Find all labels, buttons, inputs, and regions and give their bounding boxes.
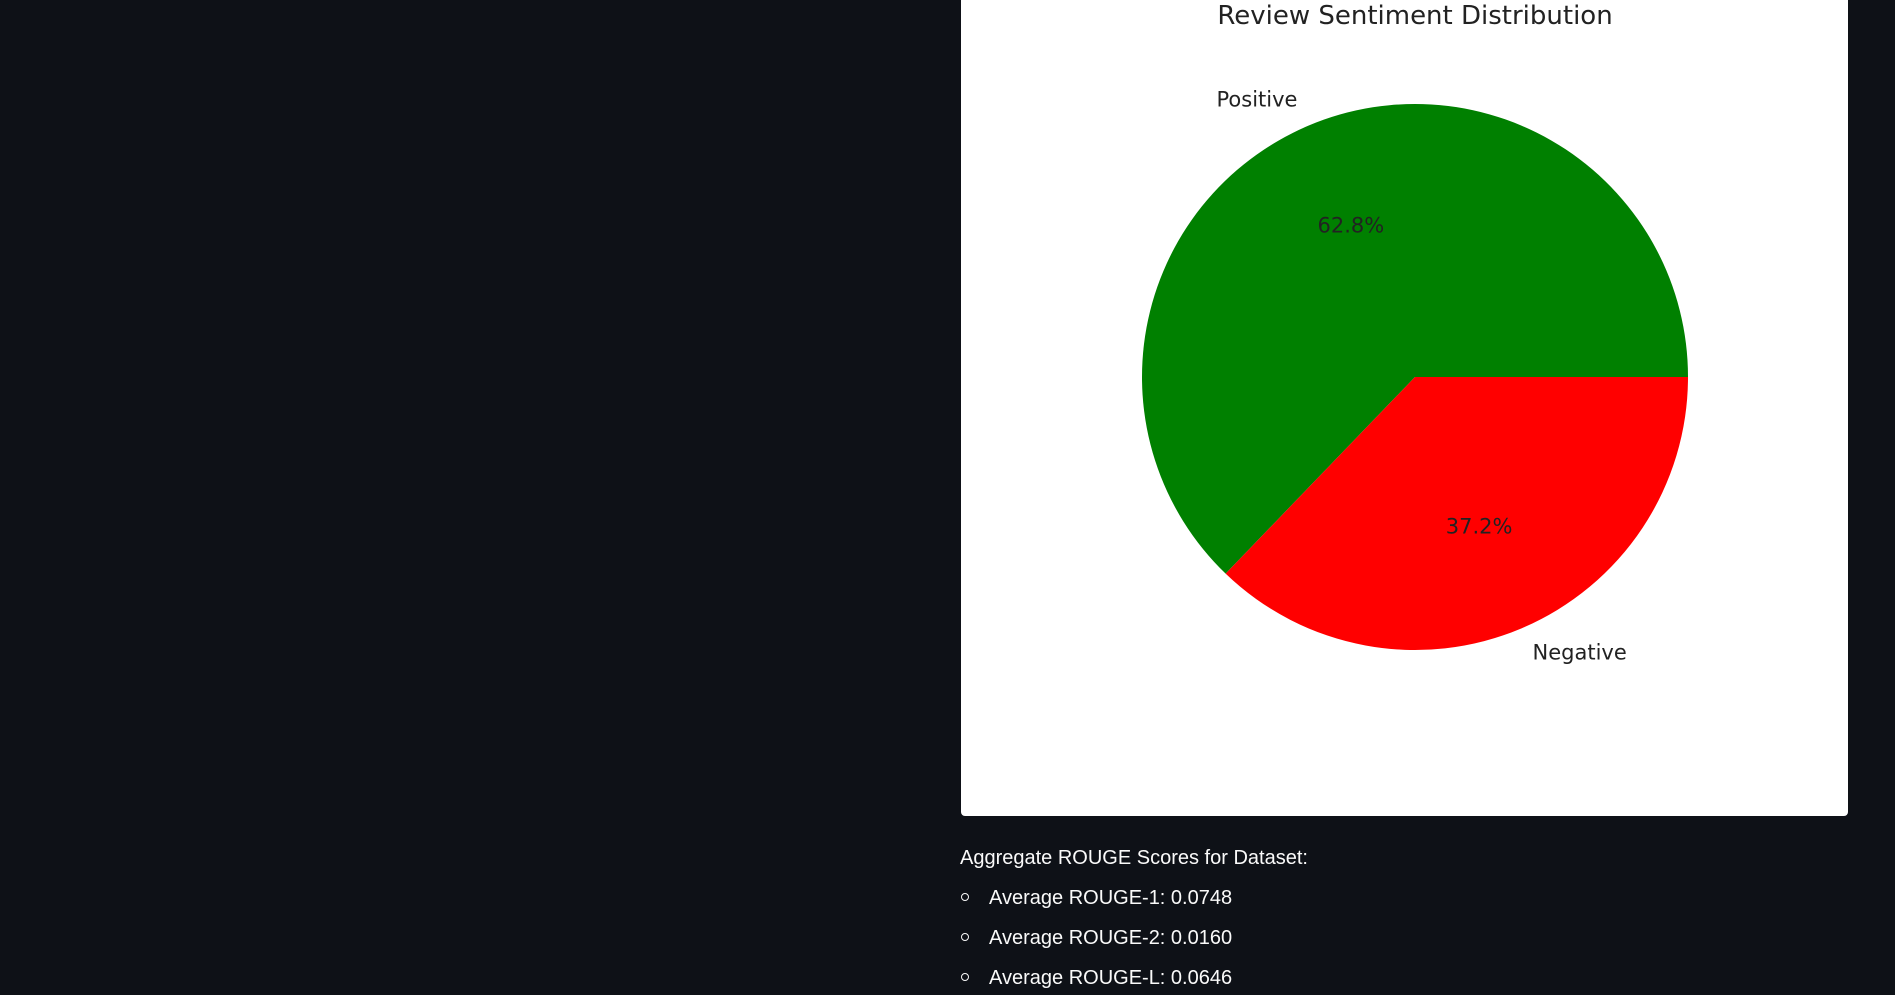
list-item: Average ROUGE-1: 0.0748 (960, 878, 1660, 918)
pie-labels: 62.8% Positive 37.2% Negative (1217, 88, 1627, 665)
rouge-score-text: Average ROUGE-L: 0.0646 (989, 967, 1233, 989)
list-item: Average ROUGE-2: 0.0160 (960, 918, 1660, 958)
pie-slices (1142, 104, 1688, 650)
pie-value-label-positive: 62.8% (1318, 213, 1385, 237)
rouge-score-text: Average ROUGE-1: 0.0748 (989, 887, 1233, 909)
rouge-score-text: Average ROUGE-2: 0.0160 (989, 927, 1233, 949)
circle-bullet-icon (961, 973, 969, 981)
pie-slice-positive (1142, 104, 1688, 574)
pie-chart: Review Sentiment Distribution 62.8% Posit… (1142, 1, 1688, 665)
circle-bullet-icon (961, 893, 969, 901)
rouge-list: Average ROUGE-1: 0.0748 Average ROUGE-2: … (960, 878, 1660, 995)
pie-category-label-negative: Negative (1533, 640, 1627, 664)
pie-chart-card: Review Sentiment Distribution 62.8% Posit… (961, 0, 1848, 816)
pie-slice-negative (1225, 377, 1688, 650)
list-item: Average ROUGE-L: 0.0646 (960, 958, 1660, 995)
rouge-heading: Aggregate ROUGE Scores for Dataset: (960, 847, 1308, 869)
chart-title: Review Sentiment Distribution (1217, 1, 1612, 31)
pie-value-label-negative: 37.2% (1446, 515, 1513, 539)
circle-bullet-icon (961, 933, 969, 941)
rouge-scores-section: Aggregate ROUGE Scores for Dataset: Aver… (960, 838, 1660, 995)
pie-category-label-positive: Positive (1217, 88, 1298, 112)
